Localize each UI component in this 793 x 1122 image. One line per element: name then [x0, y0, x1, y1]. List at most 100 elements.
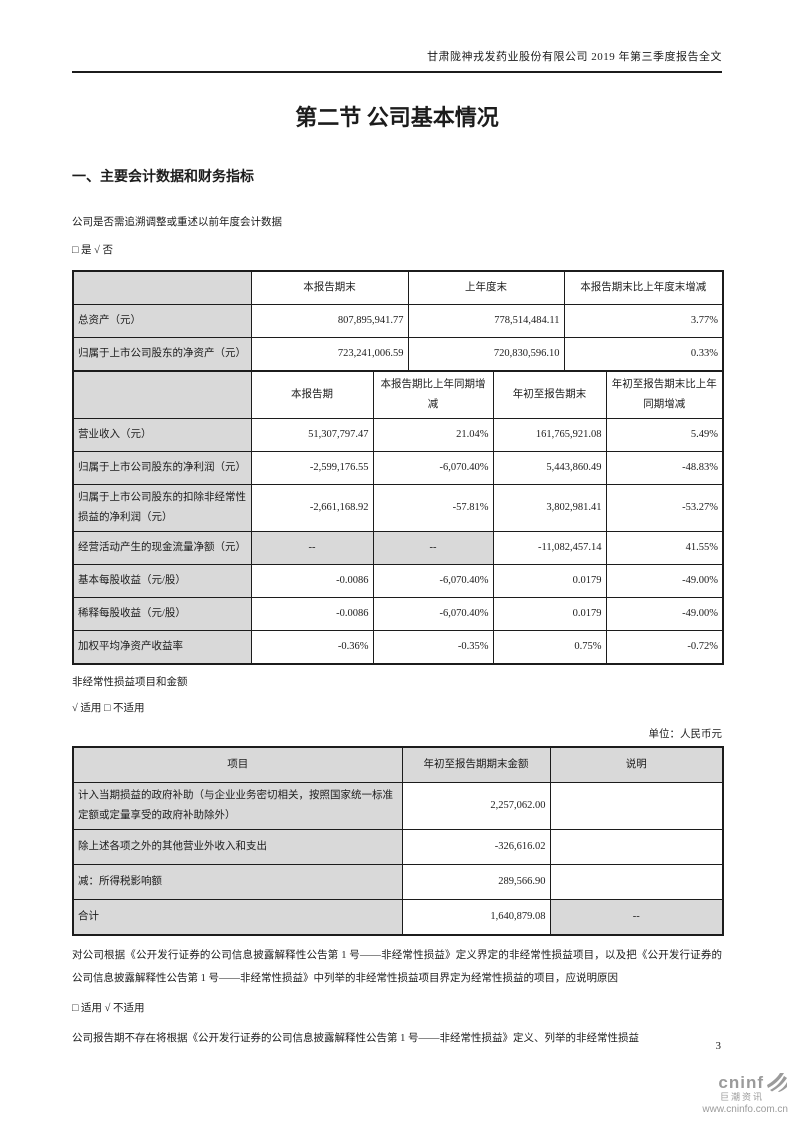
t1b-row5-v3: -49.00% — [605, 597, 724, 631]
t1b-row4-v3: -49.00% — [605, 564, 724, 598]
t1b-row2-label: 归属于上市公司股东的扣除非经常性损益的净利润（元） — [72, 484, 252, 532]
t1b-row1-label: 归属于上市公司股东的净利润（元） — [72, 451, 252, 485]
t1b-row1-v0: -2,599,176.55 — [250, 451, 374, 485]
t1b-row3-v0: -- — [250, 531, 374, 565]
table-row: 合计 1,640,879.08 -- — [72, 899, 724, 936]
t2-row2-note — [549, 864, 724, 900]
t1b-row4-label: 基本每股收益（元/股） — [72, 564, 252, 598]
page-number: 3 — [715, 1040, 722, 1052]
t1b-row6-label: 加权平均净资产收益率 — [72, 630, 252, 665]
t1a-row1-label: 归属于上市公司股东的净资产（元） — [72, 337, 252, 371]
running-header: 甘肃陇神戎发药业股份有限公司 2019 年第三季度报告全文 — [427, 51, 722, 63]
page-title: 第二节 公司基本情况 — [295, 105, 499, 130]
t1b-row3-v1: -- — [372, 531, 494, 565]
t2-row0-label: 计入当期损益的政府补助（与企业业务密切相关，按照国家统一标准定额或定量享受的政府… — [72, 782, 403, 830]
t1b-header-blank — [72, 371, 252, 419]
t1b-row0-v1: 21.04% — [372, 418, 494, 452]
t1a-row1-v2: 0.33% — [563, 337, 724, 371]
t1a-row0-v0: 807,895,941.77 — [250, 304, 409, 338]
cninfo-swirl-icon — [767, 1073, 787, 1092]
t1b-row3-v2: -11,082,457.14 — [492, 531, 607, 565]
table-row: 基本每股收益（元/股） -0.0086 -6,070.40% 0.0179 -4… — [72, 564, 724, 598]
t1b-row1-v3: -48.83% — [605, 451, 724, 485]
t1b-row2-v0: -2,661,168.92 — [250, 484, 374, 532]
t1b-row4-v2: 0.0179 — [492, 564, 607, 598]
header-rule — [72, 71, 722, 73]
t1a-row0-label: 总资产（元） — [72, 304, 252, 338]
t1a-header-row: 本报告期末 上年度末 本报告期末比上年度末增减 — [72, 270, 724, 305]
t1b-row5-v1: -6,070.40% — [372, 597, 494, 631]
t1a-header-change: 本报告期末比上年度末增减 — [563, 270, 724, 305]
t2-row1-note — [549, 829, 724, 865]
t1b-row3-v3: 41.55% — [605, 531, 724, 565]
t1b-row5-label: 稀释每股收益（元/股） — [72, 597, 252, 631]
t2-row1-label: 除上述各项之外的其他营业外收入和支出 — [72, 829, 403, 865]
table-row: 减：所得税影响额 289,566.90 — [72, 864, 724, 900]
key-financials-table-flows: 本报告期 本报告期比上年同期增减 年初至报告期末 年初至报告期末比上年同期增减 … — [72, 371, 724, 665]
nonrecurring-title: 非经常性损益项目和金额 — [72, 677, 188, 688]
table-row: 归属于上市公司股东的扣除非经常性损益的净利润（元） -2,661,168.92 … — [72, 484, 724, 532]
t2-row3-note: -- — [549, 899, 724, 936]
unit-label: 单位：人民币元 — [648, 729, 723, 740]
table-row: 归属于上市公司股东的净资产（元） 723,241,006.59 720,830,… — [72, 337, 724, 371]
table-row: 营业收入（元） 51,307,797.47 21.04% 161,765,921… — [72, 418, 724, 452]
t1b-header-current-period: 本报告期 — [250, 371, 374, 419]
t2-header-item: 项目 — [72, 746, 403, 783]
section-heading: 一、主要会计数据和财务指标 — [72, 170, 254, 185]
table-row: 总资产（元） 807,895,941.77 778,514,484.11 3.7… — [72, 304, 724, 338]
explanation-applicable: □ 适用 √ 不适用 — [72, 1003, 145, 1014]
t1b-row5-v2: 0.0179 — [492, 597, 607, 631]
t1b-row5-v0: -0.0086 — [250, 597, 374, 631]
t1b-row0-v0: 51,307,797.47 — [250, 418, 374, 452]
t1b-header-yoy-change: 本报告期比上年同期增减 — [372, 371, 494, 419]
cninfo-logo: cninf 巨潮资讯 www.cninfo.com.cn — [702, 1072, 788, 1116]
t1a-header-current-period-end: 本报告期末 — [250, 270, 409, 305]
t2-row2-amount: 289,566.90 — [401, 864, 551, 900]
t2-row3-label: 合计 — [72, 899, 403, 936]
t1b-row6-v0: -0.36% — [250, 630, 374, 665]
table-row: 归属于上市公司股东的净利润（元） -2,599,176.55 -6,070.40… — [72, 451, 724, 485]
table-row: 经营活动产生的现金流量净额（元） -- -- -11,082,457.14 41… — [72, 531, 724, 565]
restatement-answer: □ 是 √ 否 — [72, 245, 113, 256]
table-row: 加权平均净资产收益率 -0.36% -0.35% 0.75% -0.72% — [72, 630, 724, 665]
t2-row1-amount: -326,616.02 — [401, 829, 551, 865]
t2-header-amount: 年初至报告期期末金额 — [401, 746, 551, 783]
t1b-row4-v0: -0.0086 — [250, 564, 374, 598]
key-financials-table-balances: 本报告期末 上年度末 本报告期末比上年度末增减 总资产（元） 807,895,9… — [72, 270, 724, 371]
table-row: 稀释每股收益（元/股） -0.0086 -6,070.40% 0.0179 -4… — [72, 597, 724, 631]
t1a-header-prior-year-end: 上年度末 — [407, 270, 565, 305]
t1b-row1-v1: -6,070.40% — [372, 451, 494, 485]
t2-row0-note — [549, 782, 724, 830]
t1a-row1-v0: 723,241,006.59 — [250, 337, 409, 371]
t1b-row2-v3: -53.27% — [605, 484, 724, 532]
cninfo-logo-text: cninf — [718, 1072, 764, 1092]
t1b-row0-v3: 5.49% — [605, 418, 724, 452]
closing-paragraph: 公司报告期不存在将根据《公开发行证券的公司信息披露解释性公告第 1 号——非经常… — [72, 1033, 639, 1044]
t2-row2-label: 减：所得税影响额 — [72, 864, 403, 900]
t1b-header-ytd-change: 年初至报告期末比上年同期增减 — [605, 371, 724, 419]
nonrecurring-applicable: √ 适用 □ 不适用 — [72, 703, 145, 714]
t1b-header-ytd: 年初至报告期末 — [492, 371, 607, 419]
t1b-header-row: 本报告期 本报告期比上年同期增减 年初至报告期末 年初至报告期末比上年同期增减 — [72, 371, 724, 419]
t1b-row6-v2: 0.75% — [492, 630, 607, 665]
t1b-row1-v2: 5,443,860.49 — [492, 451, 607, 485]
t1b-row6-v3: -0.72% — [605, 630, 724, 665]
nonrecurring-items-table: 项目 年初至报告期期末金额 说明 计入当期损益的政府补助（与企业业务密切相关，按… — [72, 746, 724, 936]
t2-row0-amount: 2,257,062.00 — [401, 782, 551, 830]
t1a-row0-v2: 3.77% — [563, 304, 724, 338]
t1b-row6-v1: -0.35% — [372, 630, 494, 665]
t1b-row0-label: 营业收入（元） — [72, 418, 252, 452]
cninfo-logo-url: www.cninfo.com.cn — [702, 1104, 788, 1115]
t1a-row0-v1: 778,514,484.11 — [407, 304, 565, 338]
t1a-row1-v1: 720,830,596.10 — [407, 337, 565, 371]
t1b-row3-label: 经营活动产生的现金流量净额（元） — [72, 531, 252, 565]
t2-header-note: 说明 — [549, 746, 724, 783]
t2-row3-amount: 1,640,879.08 — [401, 899, 551, 936]
t2-header-row: 项目 年初至报告期期末金额 说明 — [72, 746, 724, 783]
t1b-row0-v2: 161,765,921.08 — [492, 418, 607, 452]
explanation-paragraph: 对公司根据《公开发行证券的公司信息披露解释性公告第 1 号——非经常性损益》定义… — [72, 950, 722, 984]
table-row: 计入当期损益的政府补助（与企业业务密切相关，按照国家统一标准定额或定量享受的政府… — [72, 782, 724, 830]
t1b-row2-v2: 3,802,981.41 — [492, 484, 607, 532]
t1b-row4-v1: -6,070.40% — [372, 564, 494, 598]
